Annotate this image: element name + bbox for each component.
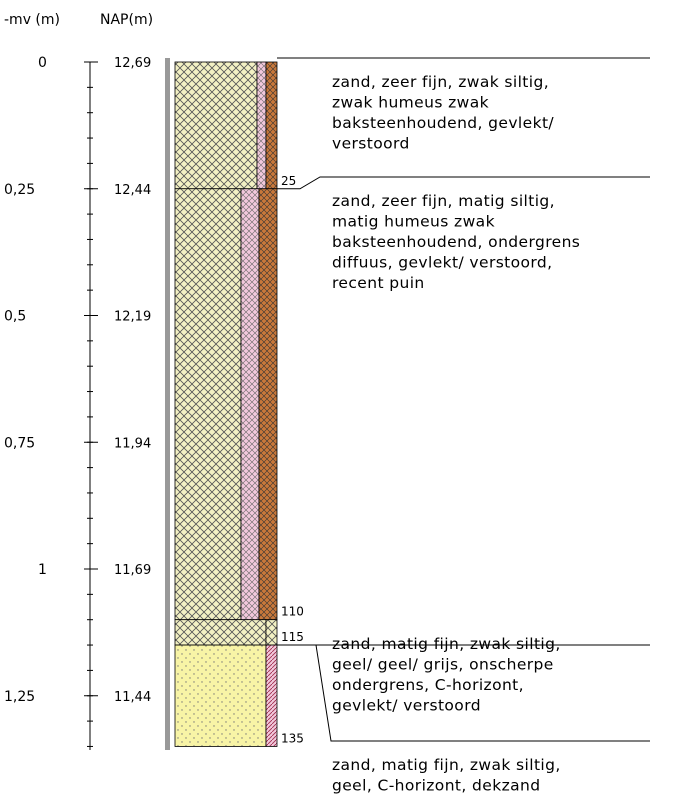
nap-label: 12,44 [114,183,151,198]
layer-fill [265,61,278,190]
layer-description: baksteenhoudend, gevlekt/ [332,114,554,132]
connector-line [277,644,650,742]
layer-fill [256,61,267,190]
layer-bottom-label: 25 [281,174,296,188]
layer-fill [258,188,278,621]
nap-label: 12,19 [114,310,151,325]
layer-description: gevlekt/ verstoord [332,697,481,715]
layer-description: zand, zeer fijn, matig siltig, [332,192,555,210]
layer-description: ondergrens, C-horizont, [332,676,524,694]
layer-description: baksteenhoudend, ondergrens [332,233,580,251]
layer-fill [174,619,267,646]
layer-description: matig humeus zwak [332,213,495,231]
depth-label: 1 [38,562,47,578]
layer-fill [174,188,242,621]
layer-description: zand, zeer fijn, zwak siltig, [332,73,549,91]
nap-label: 11,44 [114,690,151,705]
layer-fill [265,644,278,747]
layer-fill [265,619,278,646]
layer-description: geel, C-horizont, dekzand [332,777,541,795]
layer-description: zand, matig fijn, zwak siltig, [332,756,561,774]
nap-header: NAP(m) [100,12,153,28]
nap-label: 12,69 [114,56,151,71]
layer-description: geel/ geel/ grijs, onscherpe [332,656,554,674]
connector-line [277,176,650,190]
layer-bottom-label: 115 [281,630,304,644]
layer-description: diffuus, gevlekt/ verstoord, [332,254,553,272]
layer-description: zand, matig fijn, zwak siltig, [332,635,561,653]
depth-header: -mv (m) [4,12,60,28]
depth-label: 0,75 [4,435,35,451]
depth-label: 0,5 [4,309,26,325]
layer-description: recent puin [332,274,425,292]
gray-bar [165,58,170,750]
layer-description: verstoord [332,135,410,153]
layer-description: zwak humeus zwak [332,94,489,112]
layer-bottom-label: 135 [281,731,304,745]
layer-bottom-label: 110 [281,605,304,619]
layer-fill [174,644,267,747]
nap-label: 11,94 [114,436,151,451]
layer-fill [240,188,260,621]
nap-label: 11,69 [114,563,151,578]
depth-label: 0,25 [4,182,35,198]
depth-label: 1,25 [4,689,35,705]
depth-label: 0 [38,55,47,71]
layer-fill [174,61,258,190]
